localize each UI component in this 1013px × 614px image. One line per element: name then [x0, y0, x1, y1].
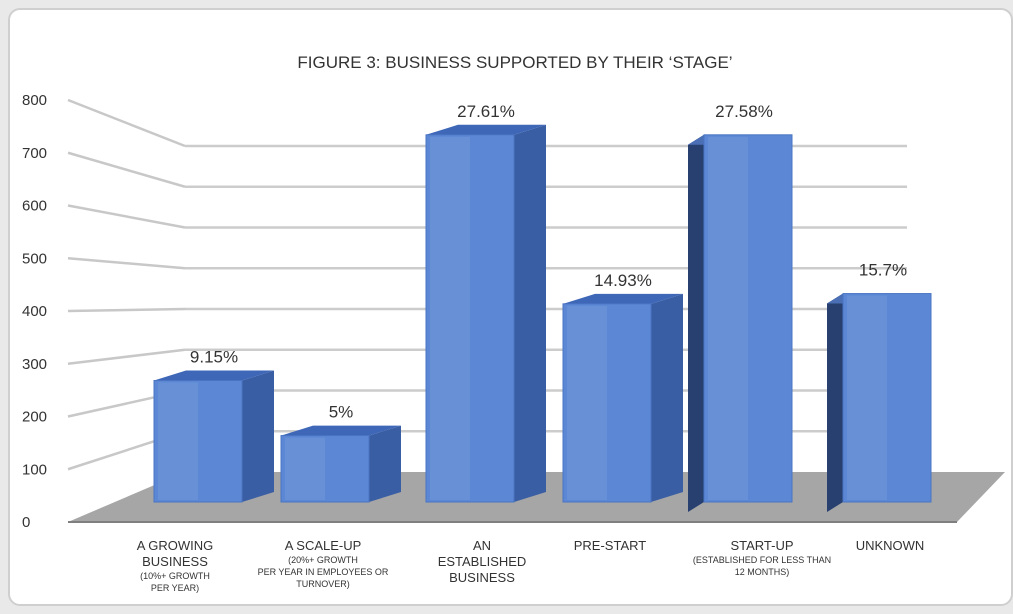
- side-gridline: [67, 204, 186, 229]
- x-label-subline: (10%+ GROWTH: [140, 571, 210, 581]
- bar-front: [562, 303, 652, 503]
- x-label-subline: 12 MONTHS): [735, 567, 790, 577]
- x-label-line: A GROWING: [137, 538, 214, 553]
- bars: [153, 124, 932, 513]
- side-gridline: [67, 348, 186, 365]
- bar-front: [280, 435, 370, 503]
- bar: [827, 293, 932, 512]
- bar-front: [703, 134, 793, 503]
- x-label-subline: PER YEAR): [151, 583, 199, 593]
- chart-title: FIGURE 3: BUSINESS SUPPORTED BY THEIR ‘S…: [297, 53, 732, 72]
- data-label: 14.93%: [594, 271, 652, 290]
- x-label-line: START-UP: [730, 538, 793, 553]
- side-gridline: [67, 98, 186, 148]
- x-label-line: ESTABLISHED: [438, 554, 527, 569]
- x-category-label: A SCALE-UP (20%+ GROWTH PER YEAR IN EMPLOY…: [258, 538, 389, 589]
- data-label: 5%: [329, 403, 354, 422]
- side-gridline: [67, 257, 186, 270]
- bar-side: [688, 134, 704, 513]
- y-tick-label: 0: [22, 514, 30, 531]
- bar-highlight: [847, 295, 887, 500]
- data-label: 27.58%: [715, 102, 773, 121]
- bar: [280, 425, 401, 503]
- bar-side: [242, 370, 274, 502]
- x-category-label: UNKNOWN: [856, 538, 925, 553]
- bar-top: [563, 293, 683, 304]
- y-tick-label: 400: [22, 303, 47, 320]
- y-tick-label: 500: [22, 250, 47, 267]
- bar-side: [369, 425, 401, 502]
- x-label-line: AN: [473, 538, 491, 553]
- bar-side: [651, 293, 683, 502]
- bar: [562, 293, 683, 503]
- y-tick-label: 100: [22, 461, 47, 478]
- side-gridline: [67, 307, 186, 313]
- bar: [688, 134, 793, 513]
- bar-front: [153, 380, 243, 503]
- bar-chart: FIGURE 3: BUSINESS SUPPORTED BY THEIR ‘S…: [22, 53, 1005, 593]
- side-gridline: [67, 151, 186, 188]
- y-tick-label: 600: [22, 198, 47, 215]
- bar-highlight: [285, 437, 325, 500]
- x-label-line: BUSINESS: [449, 570, 515, 585]
- bar-side: [827, 293, 843, 512]
- y-tick-label: 200: [22, 409, 47, 426]
- x-label-line: BUSINESS: [142, 554, 208, 569]
- x-category-label: START-UP (ESTABLISHED FOR LESS THAN 12 MON…: [693, 538, 831, 577]
- data-label: 27.61%: [457, 102, 515, 121]
- data-label: 15.7%: [859, 261, 907, 280]
- x-label-subline: TURNOVER): [296, 579, 350, 589]
- bar-top: [426, 124, 546, 135]
- bar-highlight: [158, 382, 198, 500]
- y-tick-label: 700: [22, 145, 47, 162]
- x-label-subline: (20%+ GROWTH: [288, 555, 358, 565]
- x-category-label: PRE-START: [574, 538, 647, 553]
- y-tick-label: 800: [22, 92, 47, 109]
- data-labels: 9.15% 5% 27.61% 14.93% 27.58% 15.7%: [190, 102, 907, 422]
- bar-highlight: [708, 136, 748, 501]
- x-label-subline: PER YEAR IN EMPLOYEES OR: [258, 567, 389, 577]
- bar-front: [842, 293, 932, 503]
- bar-side: [514, 124, 546, 503]
- y-axis: 0 100 200 300 400 500 600 700 800: [22, 92, 47, 531]
- bar: [153, 370, 274, 503]
- bar-top: [281, 425, 401, 436]
- chart-card: FIGURE 3: BUSINESS SUPPORTED BY THEIR ‘S…: [8, 8, 1013, 606]
- x-label-line: A SCALE-UP: [285, 538, 362, 553]
- bar-highlight: [430, 136, 470, 501]
- data-label: 9.15%: [190, 348, 238, 367]
- x-label-subline: (ESTABLISHED FOR LESS THAN: [693, 555, 831, 565]
- bar-highlight: [567, 305, 607, 500]
- x-label-line: PRE-START: [574, 538, 647, 553]
- y-tick-label: 300: [22, 356, 47, 373]
- bar: [425, 124, 546, 503]
- bar-front: [425, 134, 515, 503]
- bar-top: [154, 370, 274, 381]
- x-label-line: UNKNOWN: [856, 538, 925, 553]
